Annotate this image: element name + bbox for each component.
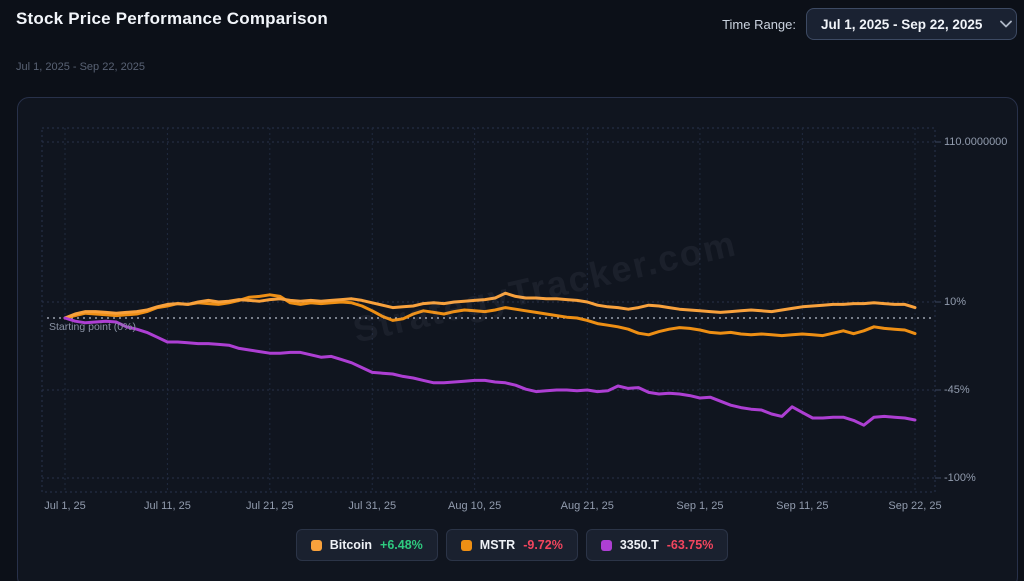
legend-series-name: Bitcoin	[329, 538, 373, 552]
date-range-subtitle: Jul 1, 2025 - Sep 22, 2025	[16, 61, 146, 73]
legend-series-name: MSTR	[479, 538, 516, 552]
chevron-down-icon	[1000, 20, 1013, 28]
time-range-value: Jul 1, 2025 - Sep 22, 2025	[821, 16, 983, 32]
legend-item-3350.t[interactable]: 3350.T -63.75%	[585, 529, 729, 561]
time-range-dropdown[interactable]: Jul 1, 2025 - Sep 22, 2025	[806, 8, 1017, 40]
plot-border	[41, 127, 936, 493]
series-line-3350.t[interactable]	[63, 316, 917, 427]
legend-swatch	[460, 539, 472, 551]
legend-series-change: +6.48%	[380, 538, 423, 552]
series-line-bitcoin[interactable]	[63, 291, 917, 320]
legend-swatch	[310, 539, 322, 551]
legend-series-name: 3350.T	[619, 538, 659, 552]
legend-item-bitcoin[interactable]: Bitcoin +6.48%	[295, 529, 438, 561]
series-line-mstr[interactable]	[63, 293, 917, 338]
legend-series-change: -63.75%	[666, 538, 714, 552]
legend-series-change: -9.72%	[523, 538, 563, 552]
legend-item-mstr[interactable]: MSTR -9.72%	[445, 529, 578, 561]
chart-legend: Bitcoin +6.48% MSTR -9.72% 3350.T -63.75%	[0, 529, 1024, 561]
time-range-control: Time Range: Jul 1, 2025 - Sep 22, 2025	[722, 8, 1017, 40]
chart-panel	[17, 97, 1018, 581]
legend-swatch	[600, 539, 612, 551]
time-range-label: Time Range:	[722, 16, 796, 32]
page-title: Stock Price Performance Comparison	[16, 9, 328, 28]
